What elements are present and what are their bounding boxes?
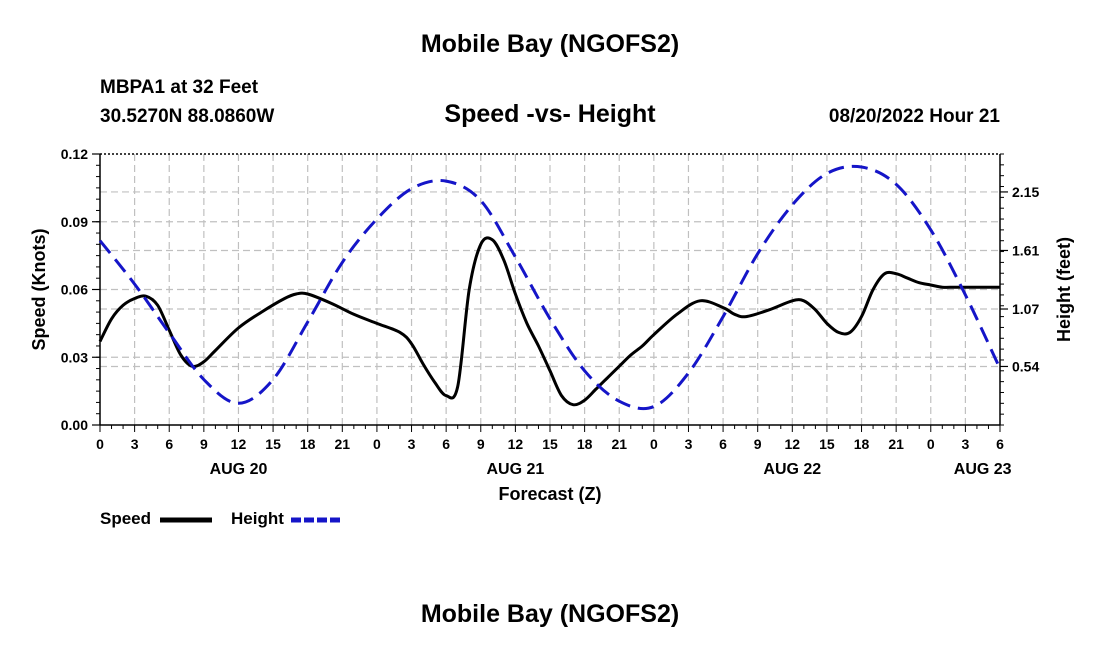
x-date-label: AUG 23 <box>954 461 1012 478</box>
legend-speed-label: Speed <box>100 509 152 528</box>
x-tick-label: 21 <box>888 436 904 452</box>
x-tick-label: 18 <box>300 436 316 452</box>
x-tick-label: 9 <box>477 436 485 452</box>
x-tick-label: 3 <box>685 436 693 452</box>
x-tick-label: 3 <box>961 436 969 452</box>
x-tick-label: 0 <box>373 436 381 452</box>
y-left-tick-label: 0.06 <box>61 282 88 298</box>
x-tick-label: 15 <box>265 436 281 452</box>
y-left-tick-label: 0.00 <box>61 417 88 433</box>
x-tick-label: 0 <box>650 436 658 452</box>
x-date-label: AUG 20 <box>210 461 268 478</box>
x-tick-label: 21 <box>611 436 627 452</box>
chart-subtitle: Speed -vs- Height <box>444 100 656 128</box>
x-tick-label: 6 <box>719 436 727 452</box>
y-left-tick-label: 0.12 <box>61 146 88 162</box>
x-tick-label: 6 <box>442 436 450 452</box>
x-tick-label: 9 <box>200 436 208 452</box>
legend-height-label: Height <box>231 509 284 528</box>
forecast-timestamp: 08/20/2022 Hour 21 <box>828 106 1000 127</box>
y-right-tick-label: 1.07 <box>1012 301 1039 317</box>
y-left-tick-label: 0.09 <box>61 214 88 230</box>
x-date-label: AUG 22 <box>763 461 821 478</box>
x-tick-label: 6 <box>996 436 1004 452</box>
speed-series-line <box>98 236 1000 407</box>
x-tick-label: 15 <box>819 436 835 452</box>
y-right-tick-label: 0.54 <box>1012 358 1039 374</box>
y-left-tick-label: 0.03 <box>61 349 88 365</box>
y-right-axis-label: Height (feet) <box>1054 237 1074 342</box>
height-series-line <box>98 164 1002 411</box>
x-tick-label: 0 <box>927 436 935 452</box>
x-tick-label: 3 <box>131 436 139 452</box>
x-tick-label: 12 <box>231 436 247 452</box>
x-tick-label: 9 <box>754 436 762 452</box>
x-tick-label: 12 <box>785 436 801 452</box>
y-left-axis-label: Speed (Knots) <box>29 228 49 350</box>
chart-title: Mobile Bay (NGOFS2) <box>420 30 680 58</box>
station-coordinates: 30.5270N 88.0860W <box>100 106 275 127</box>
x-tick-label: 18 <box>577 436 593 452</box>
x-date-label: AUG 21 <box>486 461 544 478</box>
x-tick-label: 12 <box>508 436 524 452</box>
x-tick-label: 6 <box>165 436 173 452</box>
x-tick-label: 18 <box>854 436 870 452</box>
station-label: MBPA1 at 32 Feet <box>100 77 259 98</box>
x-tick-label: 21 <box>335 436 351 452</box>
y-right-tick-label: 1.61 <box>1012 242 1039 258</box>
x-tick-label: 15 <box>542 436 558 452</box>
x-axis-label: Forecast (Z) <box>498 484 601 504</box>
x-tick-label: 3 <box>408 436 416 452</box>
y-right-tick-label: 2.15 <box>1012 184 1039 200</box>
x-tick-label: 0 <box>96 436 104 452</box>
footer-title: Mobile Bay (NGOFS2) <box>420 600 680 628</box>
